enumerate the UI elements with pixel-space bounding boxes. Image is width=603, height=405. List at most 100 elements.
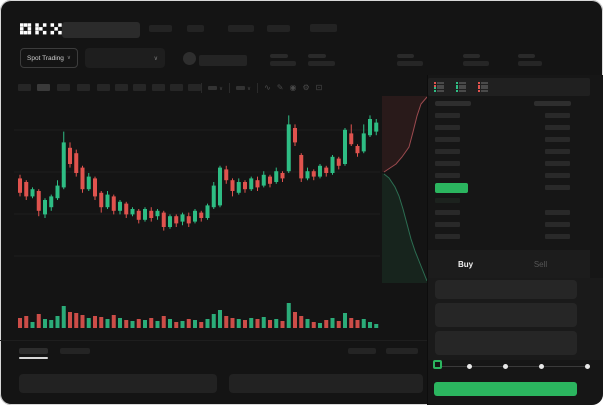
orderbook-toolbar <box>428 78 590 96</box>
price-input[interactable] <box>435 280 577 299</box>
chevron-down-icon: ∨ <box>247 86 252 92</box>
ask-row-bar <box>435 137 460 142</box>
nav-item[interactable] <box>267 25 290 32</box>
bottom-panel-bar <box>229 374 423 393</box>
bid-row-bar <box>435 198 460 203</box>
stat-value <box>270 61 296 66</box>
divider <box>427 75 428 405</box>
toolbar-tool[interactable] <box>188 84 201 91</box>
bid-row-bar <box>545 222 570 227</box>
interval-selector[interactable]: ∨ <box>208 83 223 92</box>
chevron-down-icon: ∨ <box>153 55 158 62</box>
bid-row-bar <box>435 234 460 239</box>
pair-selector-dropdown[interactable]: ∨ <box>85 48 165 68</box>
settings-icon[interactable]: ⚙ <box>302 83 310 92</box>
line-type-icon[interactable]: ∿ <box>264 83 271 92</box>
stat-value <box>463 61 489 66</box>
draw-icon[interactable]: ✎ <box>276 83 284 92</box>
nav-item[interactable] <box>149 25 172 32</box>
toolbar-tool[interactable] <box>77 84 90 91</box>
stat-label <box>270 54 288 58</box>
chevron-down-icon: ∨ <box>219 86 224 92</box>
okx-logo[interactable] <box>20 23 62 35</box>
divider <box>229 82 231 93</box>
chart-footer-tool[interactable] <box>348 348 376 354</box>
stat-value <box>518 61 542 66</box>
orderbook-view-asks-icon[interactable] <box>478 81 490 93</box>
chart-tab[interactable] <box>60 348 90 354</box>
ask-row-bar <box>545 113 570 118</box>
avatar[interactable] <box>183 52 196 65</box>
ask-row-bar <box>435 149 460 154</box>
stat-value <box>308 61 335 66</box>
chevron-down-icon: ∨ <box>66 55 71 61</box>
chart-footer-tool[interactable] <box>386 348 418 354</box>
orderbook-header-bar <box>534 101 571 106</box>
search-input[interactable] <box>62 22 140 38</box>
stat-label <box>518 54 535 58</box>
ask-row-bar <box>435 113 460 118</box>
ask-row-bar <box>545 137 570 142</box>
trade-tabs <box>428 250 590 278</box>
amount-slider-handle[interactable] <box>433 360 442 369</box>
divider <box>257 82 259 93</box>
toolbar-tool[interactable] <box>97 84 110 91</box>
ask-row-bar <box>545 149 570 154</box>
slider-step-dot[interactable] <box>502 363 508 369</box>
toolbar-tool[interactable] <box>152 84 165 91</box>
slider-step-dot[interactable] <box>466 363 472 369</box>
total-input[interactable] <box>435 331 577 355</box>
snapshot-icon[interactable]: ◉ <box>289 83 297 92</box>
ask-row-bar <box>545 185 570 190</box>
ask-row-bar <box>435 173 460 178</box>
nav-item[interactable] <box>310 24 337 32</box>
divider <box>0 340 427 341</box>
orderbook-view-both-icon[interactable] <box>434 81 446 93</box>
bid-row-bar <box>545 234 570 239</box>
tab-buy[interactable]: Buy <box>457 259 474 269</box>
slider-step-dot[interactable] <box>584 363 590 369</box>
toolbar-tool[interactable] <box>18 84 31 91</box>
tab-sell[interactable]: Sell <box>533 259 548 269</box>
fullscreen-icon[interactable]: ⊡ <box>315 83 323 92</box>
bid-row-bar <box>435 222 460 227</box>
chart-tab-indicator <box>19 357 48 359</box>
nav-item[interactable] <box>228 25 254 32</box>
ask-row-bar <box>545 173 570 178</box>
bottom-panel-bar <box>19 374 217 393</box>
stat-label <box>397 54 414 58</box>
orderbook-view-bids-icon[interactable] <box>456 81 468 93</box>
indicator-selector[interactable]: ∨ <box>236 83 251 92</box>
bid-row-bar <box>435 210 460 215</box>
chart-tool-icons: ∿ ✎ ◉ ⚙ ⊡ <box>264 83 328 92</box>
ask-row-bar <box>435 125 460 130</box>
last-price-badge <box>435 183 468 193</box>
market-type-label: Spot Trading <box>27 54 64 62</box>
header-action-button[interactable] <box>199 55 247 66</box>
toolbar-tool[interactable] <box>115 84 128 91</box>
nav-item[interactable] <box>187 25 204 32</box>
toolbar-tool-active[interactable] <box>37 84 50 91</box>
amount-slider-track[interactable] <box>438 366 587 367</box>
market-type-selector[interactable]: Spot Trading ∨ <box>20 48 78 68</box>
chart-toolbar: ∨ ∨ ∿ ✎ ◉ ⚙ ⊡ <box>201 80 328 95</box>
orderbook-header-bar <box>435 101 471 106</box>
ask-row-bar <box>545 125 570 130</box>
buy-submit-button[interactable] <box>434 382 577 396</box>
slider-step-dot[interactable] <box>538 363 544 369</box>
ask-row-bar <box>545 161 570 166</box>
toolbar-tool[interactable] <box>133 84 146 91</box>
amount-input[interactable] <box>435 303 577 327</box>
divider <box>201 82 202 93</box>
orderbook-view-toggles <box>434 81 490 93</box>
stat-value <box>397 61 423 66</box>
stat-label <box>308 54 326 58</box>
ask-row-bar <box>435 161 460 166</box>
bid-row-bar <box>545 210 570 215</box>
toolbar-tool[interactable] <box>57 84 70 91</box>
toolbar-tool[interactable] <box>170 84 183 91</box>
chart-tab-active[interactable] <box>19 348 48 354</box>
